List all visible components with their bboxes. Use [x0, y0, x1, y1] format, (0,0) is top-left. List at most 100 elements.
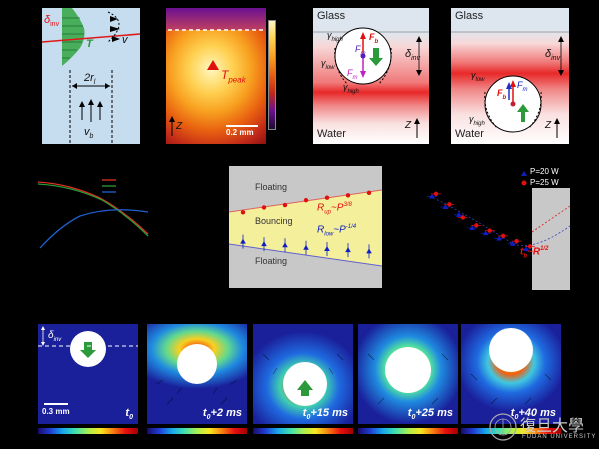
fit-line-blue	[429, 195, 570, 246]
schematic-panel: δinv T v 2rl vb	[42, 8, 140, 144]
scalebar-label: 0.2 mm	[226, 128, 254, 137]
z-axis-label: Z	[176, 121, 183, 132]
frame-3-drawing	[367, 347, 449, 405]
legend-label-20w: P=20 W	[530, 167, 559, 176]
time-scaling-chart: P=20 W P=25 W tb~R1/2	[410, 166, 570, 290]
force-diagram-above-drawing	[313, 27, 429, 138]
frame-3-time: t0+25 ms	[407, 406, 453, 421]
point-P=25 W-2	[460, 215, 466, 220]
time-scaling-plot	[427, 171, 570, 251]
point-lower-6	[366, 248, 372, 254]
upper-fit-annotation: Rup~P3/8	[317, 202, 352, 216]
gamma-high-top-label: γhigh	[327, 30, 343, 43]
frame-3: t0+25 ms	[358, 324, 458, 424]
university-logo: 復旦大學 FUDAN UNIVERSITY	[488, 410, 599, 449]
regime-map-chart: Floating Bouncing Floating Rup~P3/8 Rlow…	[229, 166, 382, 288]
point-upper-1	[261, 205, 267, 210]
legend-label-25w: P=25 W	[530, 178, 559, 187]
temperature-map-panel: Tpeak Z 0.2 mm	[166, 8, 266, 144]
curve-series-red	[37, 181, 149, 235]
frame-1: t0+2 ms	[147, 324, 247, 424]
curve-series-green	[37, 183, 149, 237]
z-axis-label-c: Z	[405, 120, 412, 131]
gamma-low-label: γlow	[321, 58, 335, 71]
point-P=25 W-7	[527, 244, 533, 249]
temperature-label: T	[86, 38, 93, 50]
fit-line-red	[531, 205, 570, 233]
bouncing-region	[229, 190, 382, 266]
buoyancy-force-label: Fb	[369, 32, 379, 45]
colorbar-4	[461, 428, 561, 434]
colorbar-0	[38, 428, 138, 434]
marangoni-force-label-top: Fm	[355, 44, 366, 57]
point-lower-4	[324, 245, 330, 251]
point-lower-1	[261, 241, 267, 247]
region-label-bottom: Floating	[255, 256, 288, 266]
point-P=20 W-2	[456, 211, 462, 217]
schematic-drawing	[42, 8, 140, 144]
university-seal	[489, 413, 517, 441]
marangoni-force-label-d: Fm	[517, 80, 528, 93]
point-P=25 W-6	[514, 238, 519, 244]
point-P=20 W-5	[496, 235, 502, 241]
force-diagram-below-drawing	[451, 31, 569, 138]
lower-fit-annotation: Rlow~P-1/4	[317, 224, 357, 238]
gamma-high-label-d: γhigh	[469, 114, 485, 127]
frame-1-drawing	[156, 344, 238, 405]
temperature-colorbar	[268, 20, 276, 130]
glass-region	[166, 8, 266, 30]
bubble-velocity-label: vb	[84, 126, 94, 141]
point-P=25 W-5	[500, 233, 506, 239]
seq-scalebar-label: 0.3 mm	[42, 407, 70, 416]
colorbar-3	[358, 428, 458, 434]
diameter-label: 2rl	[84, 72, 96, 87]
point-lower-3	[303, 244, 309, 250]
point-upper-2	[282, 202, 288, 208]
delta-inv-label-d: δinv	[545, 48, 561, 63]
frame-0-drawing	[38, 326, 138, 405]
delta-inv-label-c: δinv	[405, 48, 421, 63]
frame-1-time: t0+2 ms	[202, 406, 242, 421]
point-P=25 W-0	[433, 191, 439, 197]
frame-4: t0+40 ms	[461, 324, 561, 424]
frame-2-drawing	[262, 353, 344, 406]
frame-0: δinv 0.3 mm t0	[38, 324, 138, 424]
force-diagram-above: Glass Water γhigh γlow γhigh Fb Fm Fm δi…	[313, 8, 429, 144]
marangoni-force-label: Fm	[347, 68, 358, 81]
regime-map-plot	[229, 189, 382, 267]
point-upper-0	[240, 210, 246, 215]
delta-inv-label-seq: δinv	[48, 330, 62, 343]
force-diagram-below: Glass Water γlow γhigh Fb Fm δinv Z	[451, 8, 569, 144]
gamma-low-label-d: γlow	[471, 70, 485, 83]
delta-inv-label: δinv	[44, 14, 60, 29]
frame-0-time: t0	[125, 406, 133, 421]
point-lower-5	[345, 247, 351, 253]
curve-series-blue	[39, 209, 149, 249]
temperature-map-overlay	[168, 29, 264, 136]
t-peak-label: Tpeak	[221, 68, 246, 85]
water-label-d: Water	[455, 128, 484, 140]
buoyancy-force-label-d: Fb	[497, 88, 507, 101]
gamma-high-bottom-label: γhigh	[343, 82, 359, 95]
glass-label: Glass	[317, 10, 346, 22]
point-P=25 W-4	[487, 228, 492, 233]
frame-2: t0+15 ms	[253, 324, 353, 424]
logo-chinese-text: 復旦大學	[520, 416, 585, 435]
colorbar-2	[253, 428, 353, 434]
point-P=20 W-4	[482, 230, 489, 236]
point-P=20 W-3	[469, 225, 476, 230]
point-P=25 W-3	[474, 223, 479, 228]
point-upper-3	[303, 197, 309, 203]
point-P=20 W-0	[429, 193, 435, 199]
legend-triangle-marker	[521, 171, 527, 176]
point-P=20 W-6	[509, 240, 516, 246]
legend-circle-marker	[521, 180, 527, 186]
water-label: Water	[317, 128, 346, 140]
frame-2-time: t0+15 ms	[302, 406, 348, 421]
colorbar-1	[147, 428, 247, 434]
shaded-region	[532, 188, 570, 290]
region-label-top: Floating	[255, 182, 288, 192]
frame-4-time: t0+40 ms	[510, 406, 556, 421]
point-P=25 W-1	[447, 202, 452, 207]
point-upper-5	[345, 193, 351, 198]
